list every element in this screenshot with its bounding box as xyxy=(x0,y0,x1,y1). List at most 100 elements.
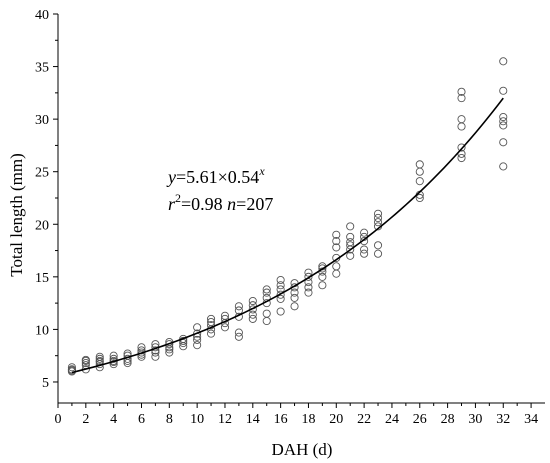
data-point xyxy=(234,306,243,315)
data-point xyxy=(179,339,188,348)
eq-exponent: x xyxy=(258,164,265,178)
data-point xyxy=(360,228,369,237)
equation-line-2: r2=0.98 n=207 xyxy=(168,191,273,214)
x-tick-label: 12 xyxy=(218,412,232,427)
data-point xyxy=(276,290,285,299)
data-point xyxy=(248,310,257,319)
x-tick-label: 2 xyxy=(82,412,89,427)
data-point xyxy=(457,87,466,96)
data-point xyxy=(373,249,383,258)
data-point xyxy=(262,285,271,294)
data-point xyxy=(220,314,230,323)
data-point xyxy=(332,269,341,278)
data-point xyxy=(179,336,188,346)
data-point xyxy=(499,112,508,122)
data-point xyxy=(234,332,243,341)
data-point xyxy=(304,272,313,281)
x-tick-label: 30 xyxy=(468,412,482,427)
data-point xyxy=(207,317,216,327)
x-tick-label: 28 xyxy=(441,412,455,427)
x-ticks: 0 2 4 6 8 10 12 14 16 18 20 22 24 26 28 30 32 34 xyxy=(55,403,538,427)
data-point xyxy=(318,281,327,290)
data-point xyxy=(290,288,299,297)
data-point xyxy=(109,351,118,360)
data-point xyxy=(193,323,202,332)
data-point xyxy=(318,272,327,281)
x-axis-title: DAH (d) xyxy=(272,440,333,459)
x-tick-label: 4 xyxy=(110,412,117,427)
data-point xyxy=(262,288,271,297)
eq-n-value: =207 xyxy=(236,194,273,214)
y-tick-label: 40 xyxy=(35,8,49,23)
data-point xyxy=(318,264,327,273)
x-tick-label: 20 xyxy=(329,412,343,427)
y-ticks: 5 10 15 20 25 30 35 40 xyxy=(35,8,58,391)
data-point xyxy=(109,360,118,369)
data-point xyxy=(262,309,271,318)
data-point xyxy=(346,238,355,247)
data-point xyxy=(346,222,355,231)
eq-r-value: =0.98 xyxy=(181,194,227,214)
data-point xyxy=(346,232,355,241)
data-point xyxy=(373,209,383,218)
data-point xyxy=(499,138,508,147)
x-tick-label: 26 xyxy=(413,412,427,427)
equation-line-1: y=5.61×0.54x xyxy=(166,164,265,187)
data-point xyxy=(332,230,341,239)
data-point xyxy=(137,343,146,352)
data-point xyxy=(193,335,202,344)
data-point xyxy=(332,262,341,271)
data-point xyxy=(373,218,383,227)
data-point xyxy=(67,363,76,372)
data-point xyxy=(499,86,508,95)
data-point xyxy=(276,307,285,316)
data-point xyxy=(304,283,313,292)
data-point xyxy=(457,115,466,124)
x-tick-label: 16 xyxy=(274,412,288,427)
y-tick-label: 30 xyxy=(35,113,49,128)
data-point xyxy=(499,57,508,66)
data-point xyxy=(95,354,104,363)
x-tick-label: 22 xyxy=(357,412,371,427)
data-point xyxy=(81,355,90,364)
data-point xyxy=(415,177,424,186)
axes xyxy=(57,14,545,404)
y-tick-label: 15 xyxy=(35,271,49,286)
eq-y-var: y xyxy=(166,167,176,187)
y-tick-label: 25 xyxy=(35,166,49,181)
data-point xyxy=(290,293,299,302)
y-tick-label: 20 xyxy=(35,218,49,233)
x-tick-label: 18 xyxy=(301,412,315,427)
x-tick-label: 14 xyxy=(246,412,260,427)
data-point xyxy=(457,153,466,163)
x-tick-label: 10 xyxy=(190,412,204,427)
data-point xyxy=(95,352,104,361)
data-point xyxy=(415,160,424,169)
data-point xyxy=(67,365,76,374)
data-point xyxy=(276,294,285,303)
data-point xyxy=(360,245,369,254)
data-point xyxy=(137,346,146,355)
eq-r-var: r xyxy=(168,194,176,214)
data-point xyxy=(220,311,230,320)
y-axis-title: Total length (mm) xyxy=(7,153,26,276)
x-tick-label: 0 xyxy=(55,412,62,427)
data-point xyxy=(415,167,424,176)
x-tick-label: 6 xyxy=(138,412,145,427)
data-point xyxy=(151,352,160,361)
x-tick-label: 8 xyxy=(166,412,173,427)
data-point xyxy=(248,296,257,306)
eq-r-exponent: 2 xyxy=(175,191,181,205)
eq-expression: =5.61×0.54 xyxy=(176,167,259,187)
data-point xyxy=(207,314,216,323)
data-point xyxy=(276,275,285,285)
data-point xyxy=(179,334,188,343)
data-point xyxy=(346,241,355,250)
y-tick-label: 10 xyxy=(35,323,49,338)
x-tick-label: 24 xyxy=(385,412,399,427)
data-point xyxy=(262,316,271,326)
data-point xyxy=(499,162,508,171)
data-point xyxy=(109,354,118,363)
data-point xyxy=(415,193,424,203)
